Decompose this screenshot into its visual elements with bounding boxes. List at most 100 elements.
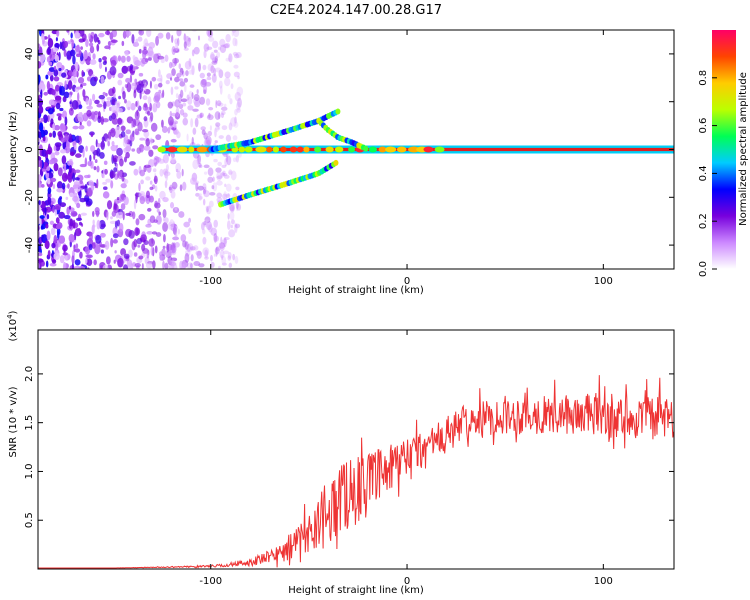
noise-speckle <box>101 136 105 142</box>
noise-speckle <box>223 174 230 179</box>
snr-plot-area <box>38 375 674 569</box>
noise-speckle <box>116 219 121 227</box>
noise-speckle <box>183 77 189 83</box>
noise-speckle <box>190 254 194 262</box>
noise-speckle <box>58 235 66 244</box>
noise-speckle <box>225 193 231 199</box>
noise-speckle <box>89 154 92 162</box>
noise-speckle <box>86 109 92 117</box>
noise-speckle <box>86 258 93 266</box>
noise-speckle <box>114 250 117 254</box>
noise-speckle <box>194 99 201 108</box>
noise-speckle <box>199 112 205 118</box>
noise-speckle <box>166 242 170 253</box>
noise-speckle <box>133 199 137 210</box>
noise-speckle <box>206 76 212 81</box>
noise-speckle <box>50 227 56 236</box>
noise-speckle <box>152 168 157 173</box>
noise-speckle <box>219 250 225 259</box>
noise-speckle <box>236 86 244 96</box>
noise-speckle <box>77 112 83 123</box>
noise-speckle <box>193 261 201 267</box>
noise-speckle <box>52 183 56 190</box>
noise-speckle <box>78 135 82 142</box>
noise-speckle <box>171 112 177 117</box>
noise-speckle <box>204 81 212 87</box>
noise-speckle <box>224 71 231 79</box>
noise-speckle <box>77 227 81 236</box>
noise-speckle <box>228 171 233 175</box>
noise-speckle <box>179 81 186 87</box>
noise-speckle <box>171 263 178 269</box>
noise-speckle <box>71 100 79 110</box>
noise-speckle <box>93 259 97 266</box>
noise-speckle <box>45 223 49 229</box>
noise-speckle <box>150 112 154 122</box>
noise-speckle <box>54 165 58 170</box>
noise-speckle <box>80 212 88 216</box>
noise-speckle <box>78 265 86 269</box>
noise-speckle <box>223 237 230 241</box>
snr-y-tick-label: 1.0 <box>24 463 35 479</box>
noise-speckle <box>41 149 47 157</box>
noise-speckle <box>93 33 98 43</box>
noise-speckle <box>186 133 189 142</box>
noise-speckle <box>47 187 52 195</box>
noise-speckle <box>210 261 215 268</box>
noise-speckle <box>102 118 109 123</box>
noise-speckle <box>223 250 229 255</box>
noise-speckle <box>126 82 132 93</box>
carrier-blob <box>396 146 407 153</box>
noise-speckle <box>169 110 172 118</box>
noise-speckle <box>227 192 230 197</box>
noise-speckle <box>71 39 75 48</box>
noise-speckle <box>225 134 232 142</box>
noise-speckle <box>57 116 62 121</box>
noise-speckle <box>211 60 218 65</box>
noise-speckle <box>200 126 206 131</box>
noise-speckle <box>228 169 233 176</box>
noise-speckle <box>115 211 119 219</box>
spectrogram-x-tick-label: -100 <box>199 276 222 287</box>
noise-speckle <box>48 193 52 198</box>
converging-branch-blob <box>363 145 369 152</box>
noise-speckle <box>230 219 235 225</box>
noise-speckle <box>47 250 51 258</box>
noise-speckle <box>79 163 87 168</box>
noise-speckle <box>103 101 107 110</box>
noise-speckle <box>194 117 199 128</box>
noise-speckle <box>149 103 153 112</box>
noise-speckle <box>93 154 96 160</box>
noise-speckle <box>65 196 69 201</box>
noise-speckle <box>191 136 194 145</box>
noise-speckle <box>64 80 67 90</box>
noise-speckle <box>201 129 206 136</box>
noise-speckle <box>162 208 167 219</box>
noise-speckle <box>192 180 200 186</box>
noise-speckle <box>62 96 67 103</box>
noise-speckle <box>190 177 197 185</box>
noise-speckle <box>174 242 180 248</box>
noise-speckle <box>198 195 204 200</box>
noise-speckle <box>186 262 194 269</box>
carrier-blob <box>157 146 166 153</box>
noise-speckle <box>188 227 192 235</box>
noise-speckle <box>147 110 151 116</box>
carrier-blob <box>348 146 356 153</box>
noise-speckle <box>214 55 218 63</box>
noise-speckle <box>124 156 127 163</box>
noise-speckle <box>167 101 174 109</box>
noise-speckle <box>123 196 129 206</box>
noise-speckle <box>197 185 205 191</box>
spectrogram-x-axis-label: Height of straight line (km) <box>288 285 424 296</box>
noise-speckle <box>198 164 203 169</box>
noise-speckle <box>152 145 159 150</box>
noise-speckle <box>220 110 226 116</box>
noise-speckle <box>123 134 129 145</box>
noise-speckle <box>219 85 223 95</box>
spectrogram-y-tick-label: -20 <box>24 189 35 205</box>
noise-speckle <box>76 86 83 90</box>
noise-speckle <box>162 222 168 232</box>
noise-speckle <box>44 240 50 250</box>
noise-speckle <box>134 78 138 83</box>
